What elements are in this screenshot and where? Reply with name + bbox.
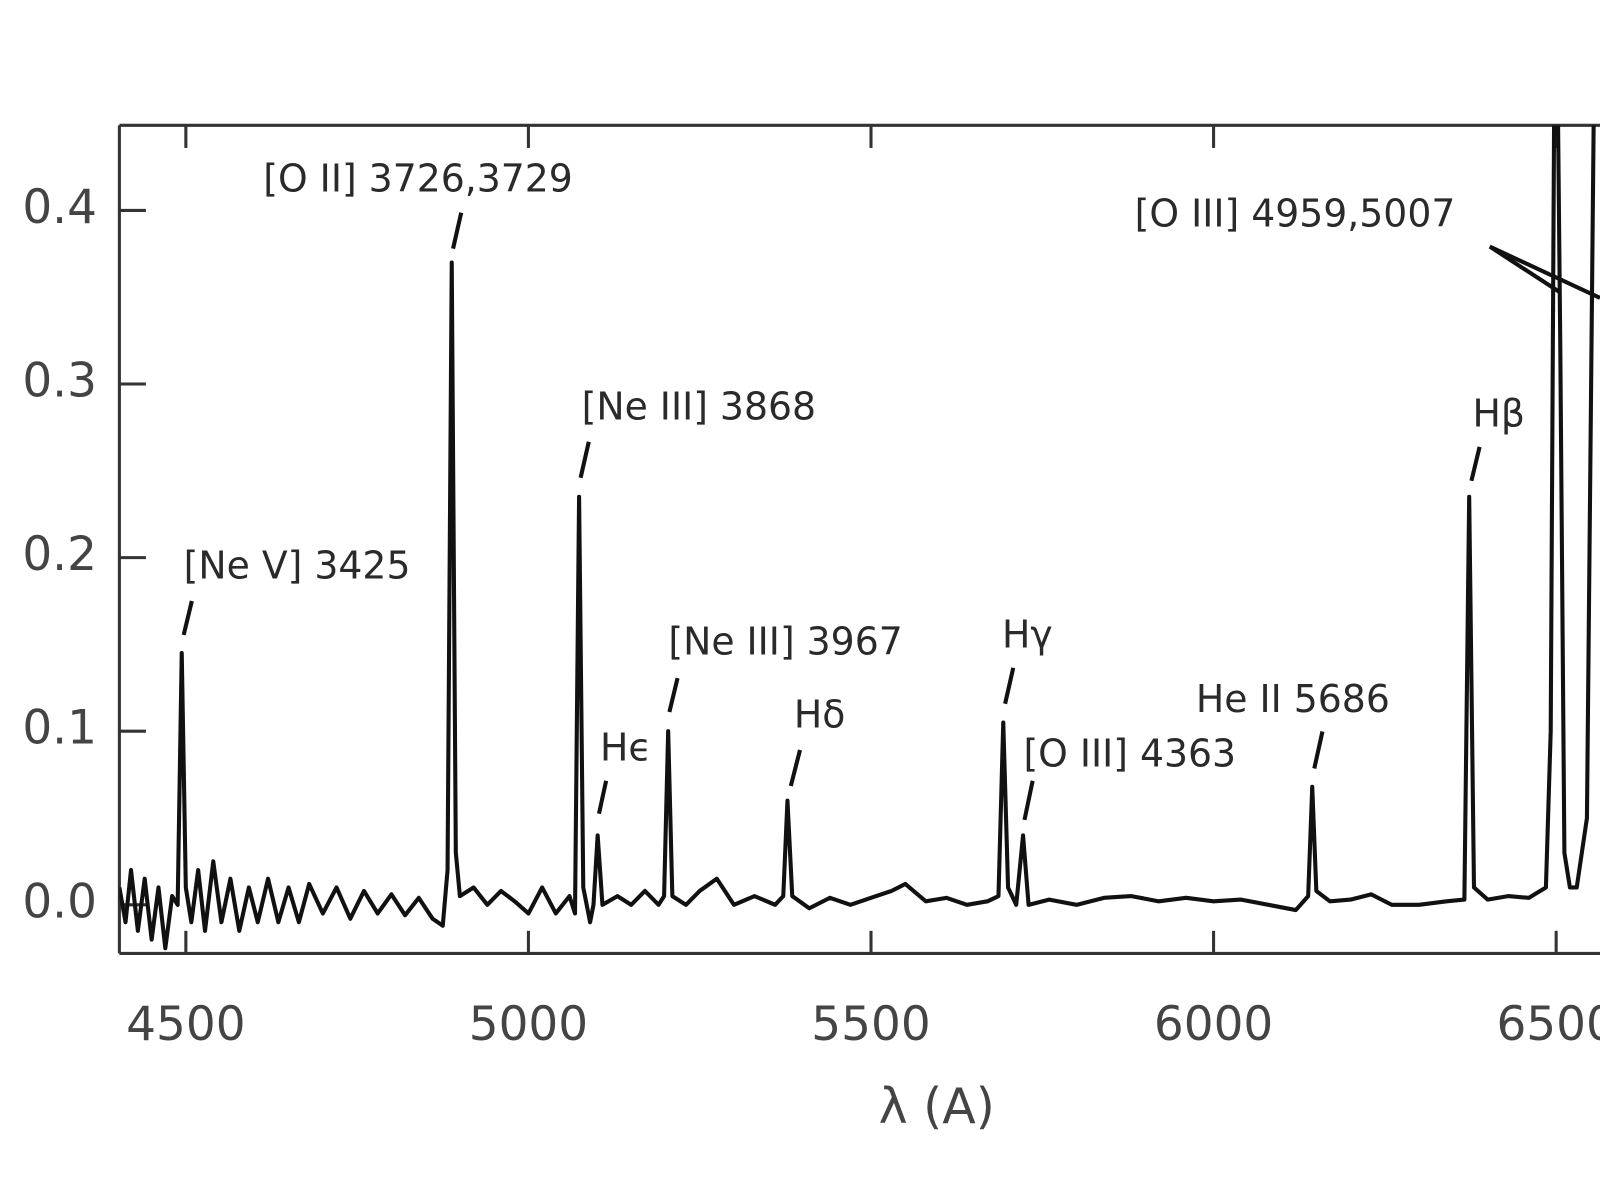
line-annotation: Hβ: [1472, 392, 1524, 436]
annotation-pointer: [596, 780, 609, 815]
spectrum-line: [119, 125, 1596, 951]
line-annotation: [Ne III] 3967: [668, 620, 902, 664]
line-annotation: He II 5686: [1196, 677, 1390, 721]
line-annotation: Hγ: [1002, 612, 1053, 656]
y-tick-label: 0.1: [22, 701, 97, 756]
x-tick-label: 4500: [126, 997, 245, 1052]
y-tick-label: 0.3: [22, 353, 97, 408]
line-annotation: [O III] 4363: [1023, 732, 1236, 776]
y-tick-label: 0.0: [22, 874, 97, 929]
line-annotation: Hϵ: [600, 725, 652, 769]
annotation-pointer: [667, 677, 680, 713]
x-tick-label: 5000: [469, 997, 588, 1052]
annotation-pointer: [181, 600, 194, 636]
line-annotation: [O III] 4959,5007: [1135, 191, 1456, 235]
y-tick-label: 0.4: [22, 180, 97, 235]
line-annotation: [O II] 3726,3729: [263, 156, 573, 200]
annotation-pointer: [1022, 780, 1035, 821]
y-tick-label: 0.2: [22, 527, 97, 582]
annotation-pointer: [451, 212, 464, 250]
annotation-pointer: [1469, 446, 1482, 482]
x-axis-label: λ (A): [879, 1077, 995, 1135]
x-tick-label: 6000: [1154, 997, 1273, 1052]
annotation-pointer: [1488, 244, 1600, 300]
line-annotation: Hδ: [794, 693, 845, 737]
annotation-pointer: [788, 749, 802, 787]
annotation-pointer: [1003, 667, 1016, 705]
line-annotation: [Ne V] 3425: [184, 544, 411, 588]
line-annotation: [Ne III] 3868: [582, 384, 816, 428]
annotation-pointer: [1312, 731, 1325, 769]
x-tick-label: 5500: [811, 997, 930, 1052]
annotation-pointer: [578, 441, 591, 479]
